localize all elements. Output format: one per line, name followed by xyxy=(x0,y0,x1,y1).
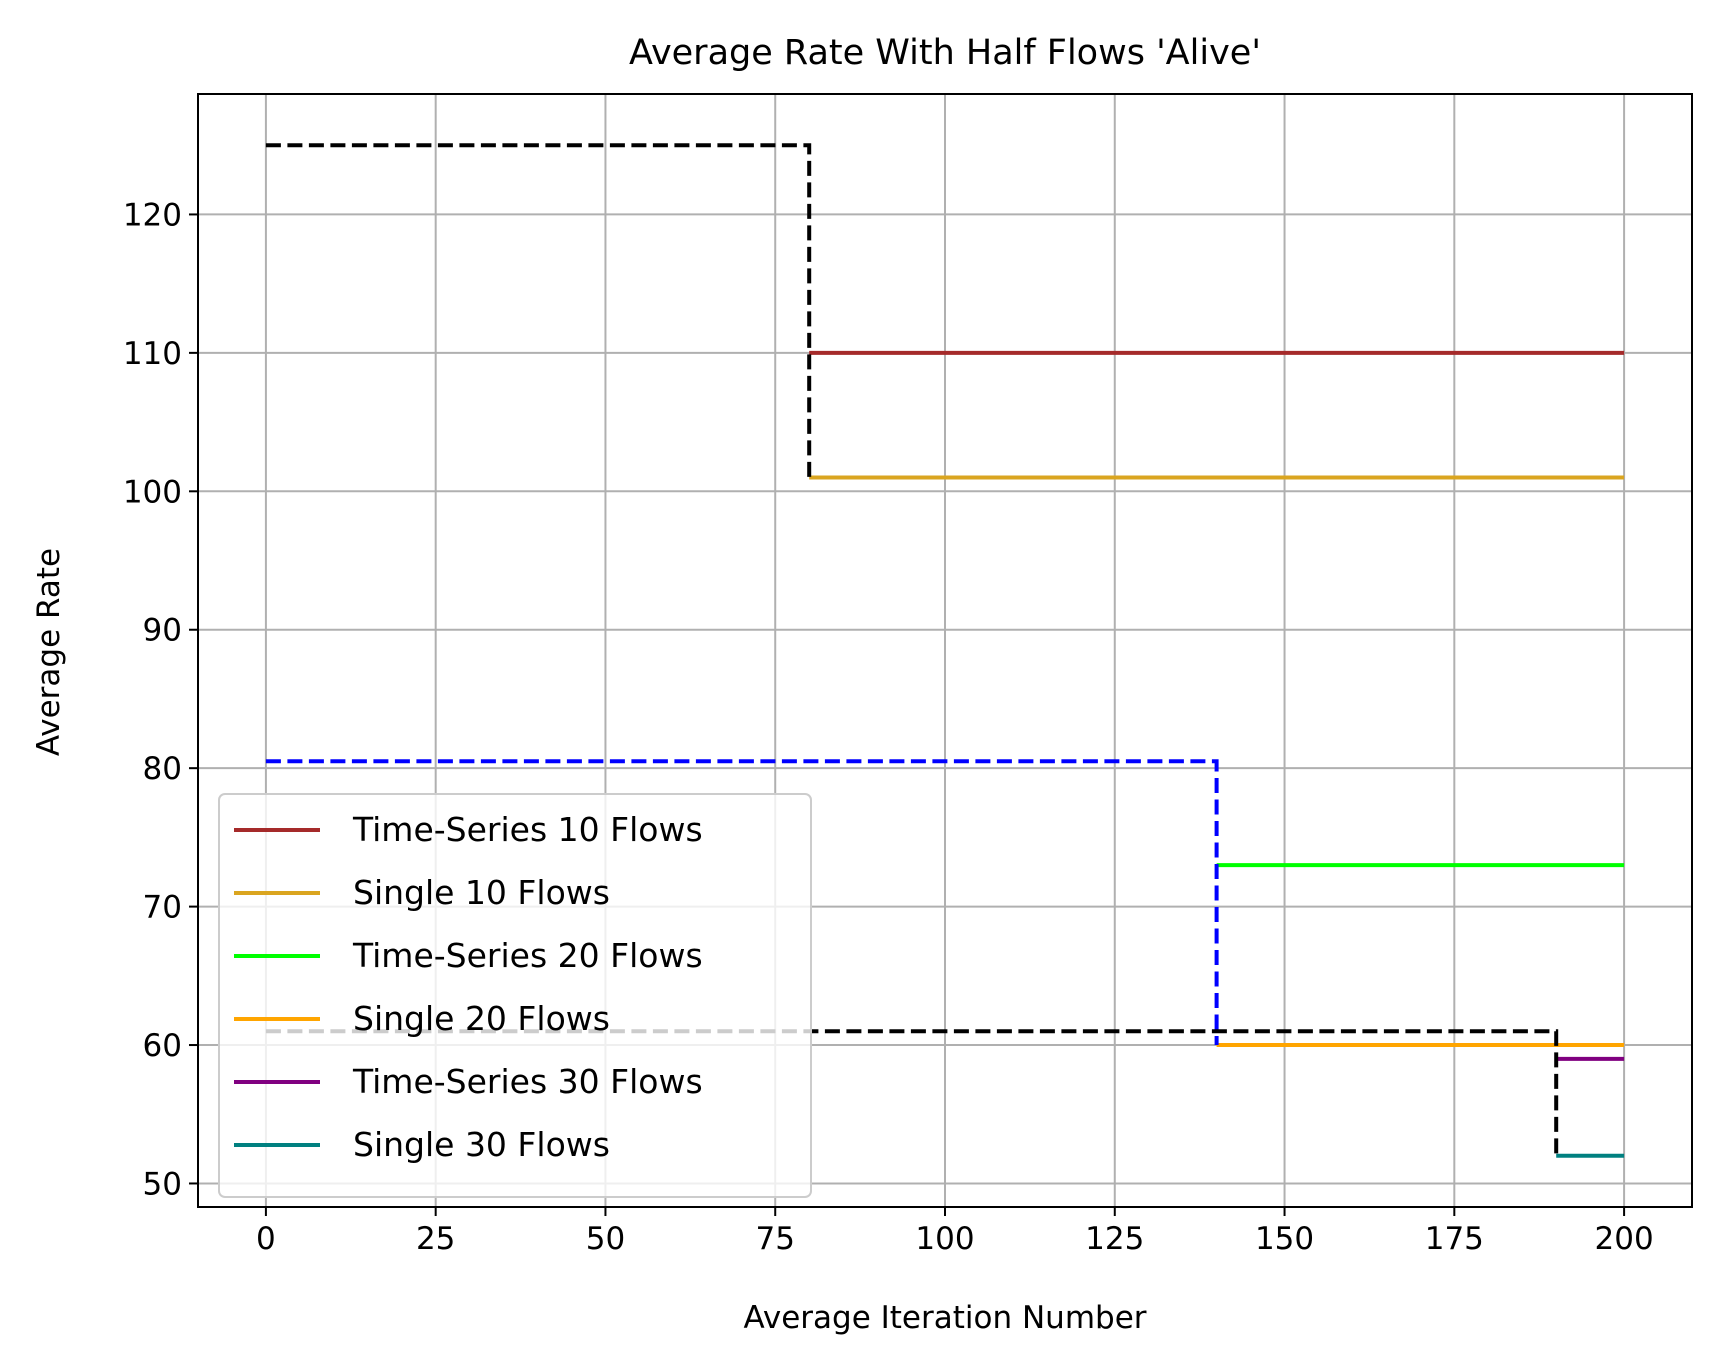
axis-ticks: 0 25 50 75 100 125 150 175 200 50 60 70 80 90 100 110 12… xyxy=(123,197,1654,1257)
legend-label: Time-Series 10 Flows xyxy=(352,810,703,849)
x-tick-label: 100 xyxy=(915,1221,974,1257)
y-tick-label: 120 xyxy=(123,197,182,233)
x-tick-label: 25 xyxy=(416,1221,455,1257)
x-tick-label: 125 xyxy=(1085,1221,1144,1257)
dashed-line-6 xyxy=(265,143,812,478)
x-axis-label: Average Iteration Number xyxy=(743,1300,1146,1336)
y-axis-label: Average Rate xyxy=(31,548,67,756)
legend-label: Single 10 Flows xyxy=(353,873,610,912)
x-tick-label: 150 xyxy=(1255,1221,1314,1257)
y-tick-label: 80 xyxy=(143,751,182,787)
dashed-line-7 xyxy=(265,759,1219,1045)
y-tick-label: 50 xyxy=(143,1166,182,1202)
x-tick-label: 75 xyxy=(756,1221,795,1257)
legend-label: Time-Series 30 Flows xyxy=(352,1062,703,1101)
legend-label: Single 30 Flows xyxy=(353,1125,610,1164)
legend-label: Time-Series 20 Flows xyxy=(352,936,703,975)
y-tick-label: 90 xyxy=(143,613,182,649)
plot-lines xyxy=(265,143,1625,1158)
chart-title: Average Rate With Half Flows 'Alive' xyxy=(629,33,1261,73)
x-tick-label: 200 xyxy=(1595,1221,1654,1257)
legend-label: Single 20 Flows xyxy=(353,999,610,1038)
legend-box xyxy=(218,793,812,1198)
legend: Time-Series 10 Flows Single 10 Flows Time-… xyxy=(218,793,812,1198)
y-tick-label: 60 xyxy=(143,1028,182,1064)
y-tick-label: 110 xyxy=(123,336,182,372)
x-tick-label: 0 xyxy=(256,1221,276,1257)
x-tick-label: 50 xyxy=(586,1221,625,1257)
y-tick-label: 100 xyxy=(123,474,182,510)
y-tick-label: 70 xyxy=(143,890,182,926)
x-tick-label: 175 xyxy=(1425,1221,1484,1257)
